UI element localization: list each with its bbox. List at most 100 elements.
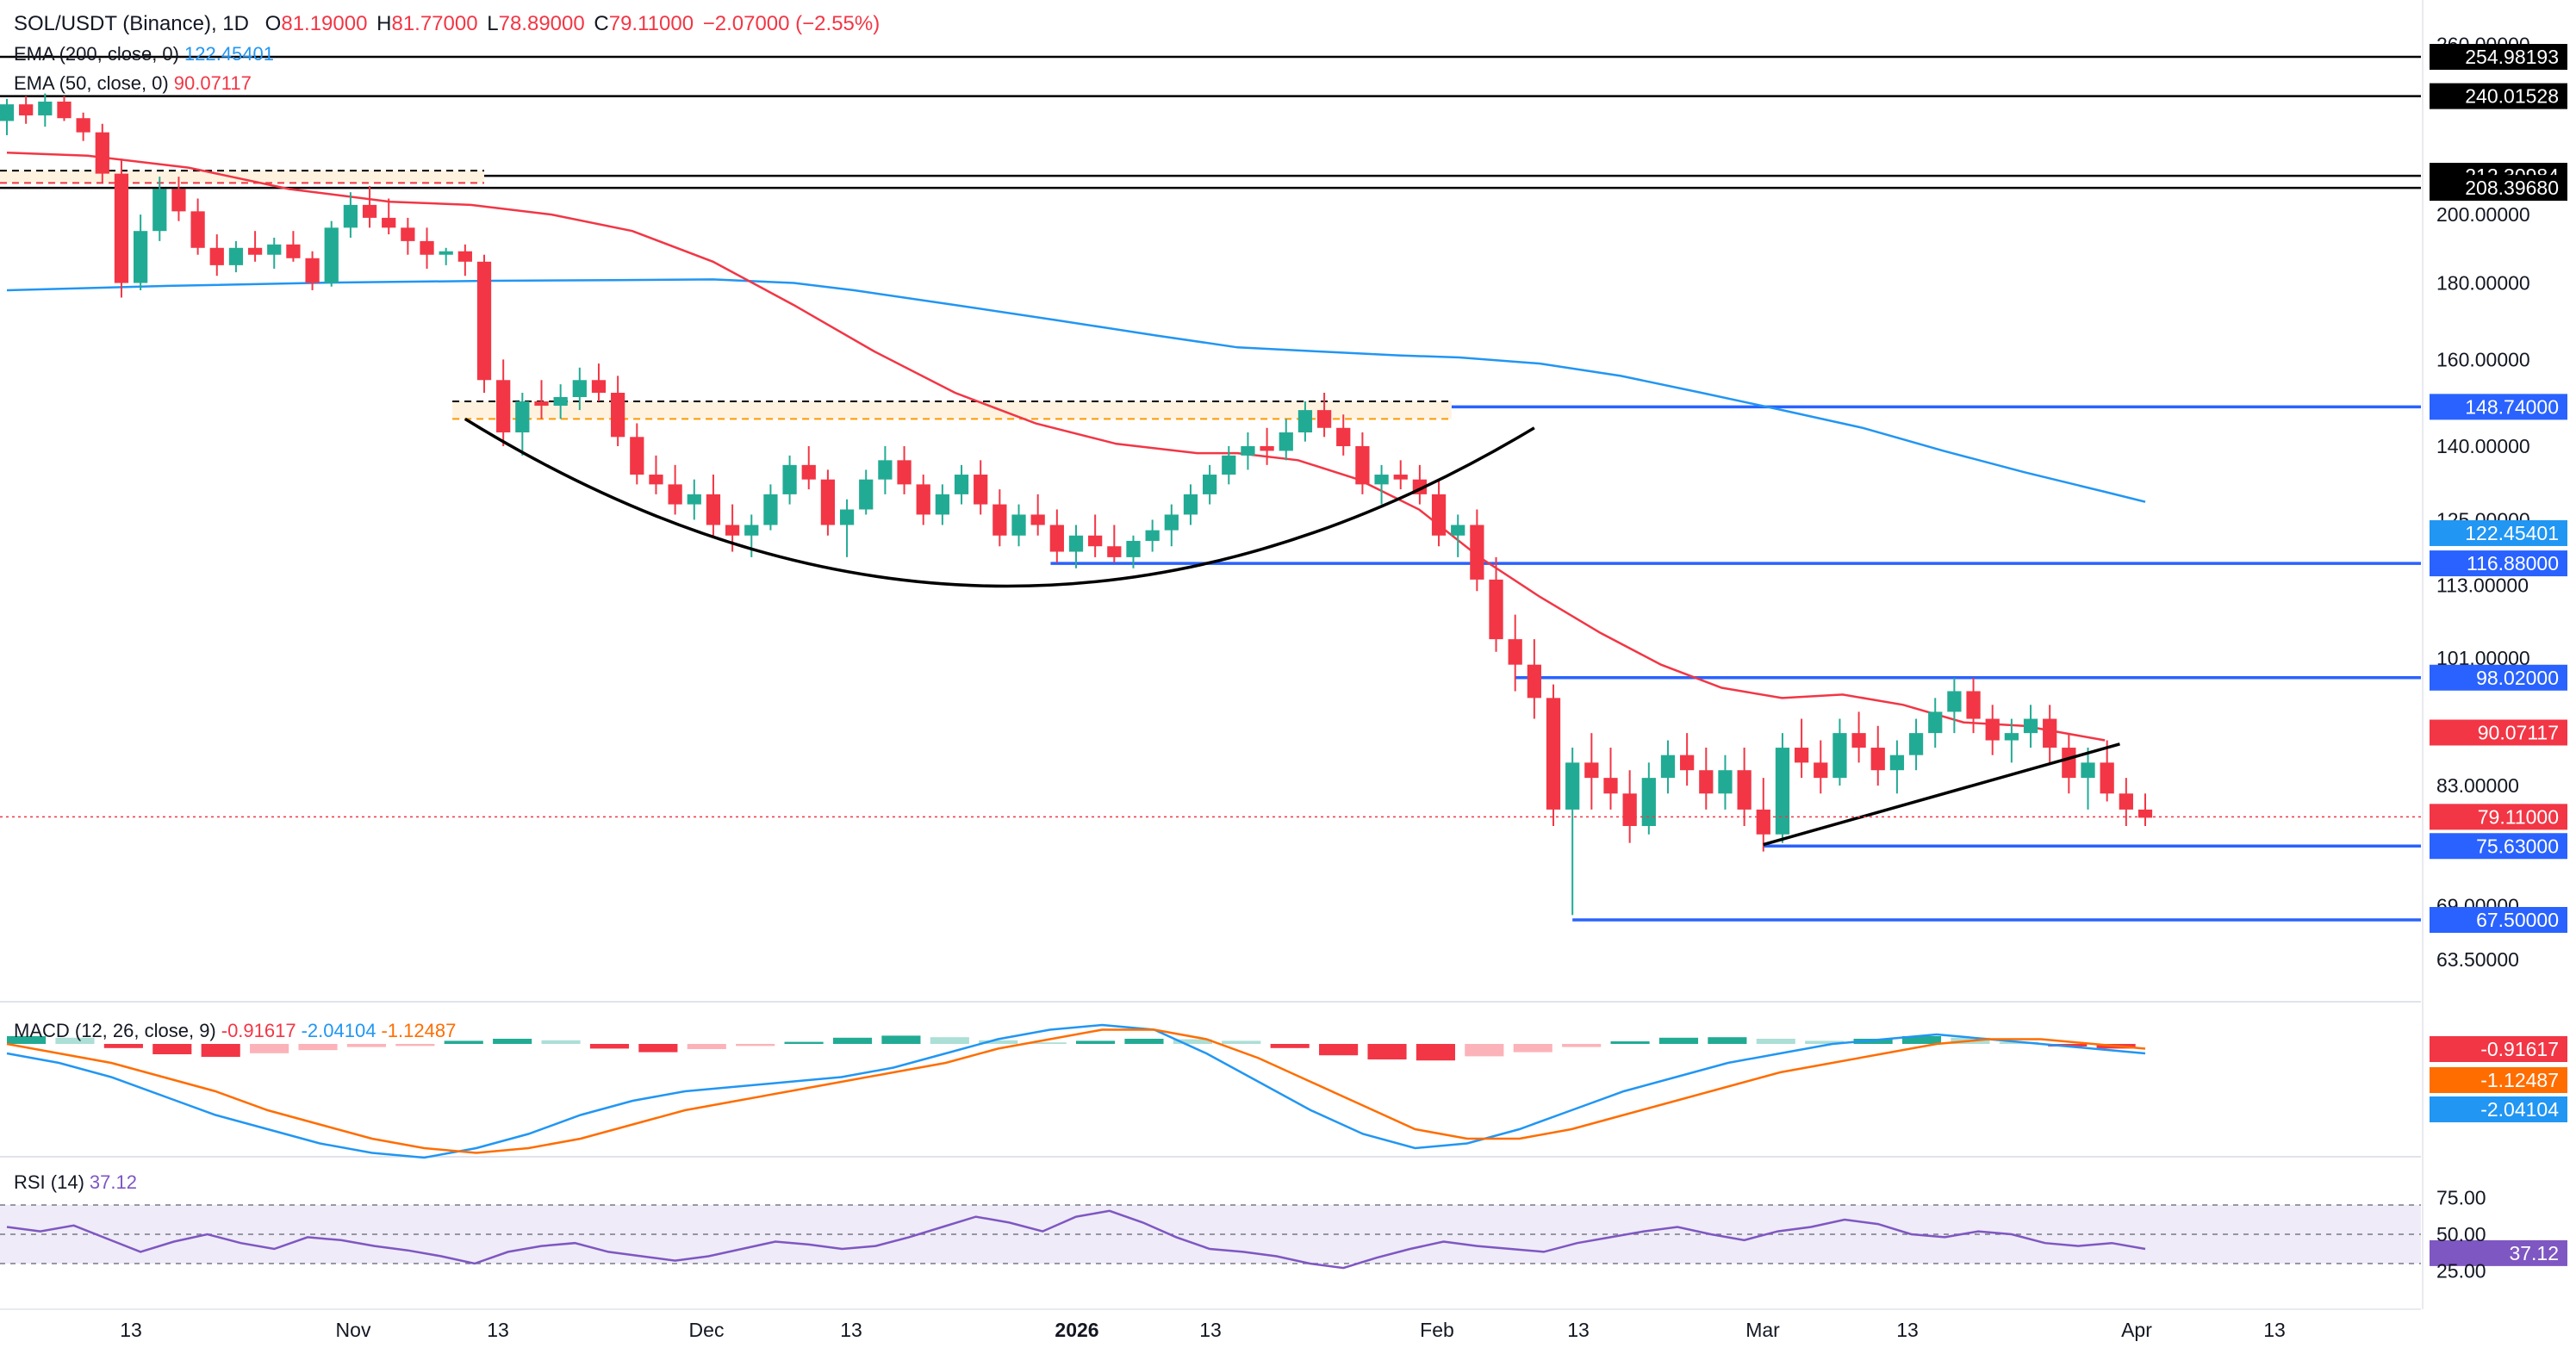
ema200-line — [6, 278, 2146, 503]
ema200-legend[interactable]: EMA (200, close, 0) 122.45401 — [14, 43, 279, 65]
candle-body-105 — [2004, 733, 2019, 741]
candle-body-100 — [1908, 733, 1924, 755]
candle-body-0 — [0, 104, 15, 121]
macd-signal-value: -1.12487 — [381, 1020, 457, 1041]
macd-hist-bar-4 — [201, 1044, 240, 1057]
candle-body-79 — [1508, 639, 1522, 665]
candle-body-8 — [152, 189, 167, 232]
macd-hist-bar-10 — [493, 1039, 532, 1044]
level-badge-6-text: 98.02000 — [2476, 667, 2559, 689]
candle-body-31 — [591, 380, 607, 394]
rsi-pane: 75.00 50.00 25.00 — [0, 1187, 2486, 1283]
macd-hist-bar-14 — [687, 1044, 726, 1049]
candle-body-10 — [190, 211, 205, 248]
rounding-arc — [464, 417, 1535, 588]
candle-body-71 — [1355, 446, 1370, 485]
candle-body-28 — [534, 401, 549, 407]
level-badge-4-text: 148.74000 — [2465, 395, 2559, 418]
macd-hist-bar-27 — [1319, 1044, 1359, 1056]
candle-body-42 — [801, 464, 816, 480]
candle-body-87 — [1660, 755, 1676, 779]
time-tick-11: Apr — [2121, 1319, 2152, 1341]
rsi-tick-0: 75.00 — [2436, 1187, 2486, 1209]
time-tick-12: 13 — [2263, 1319, 2286, 1341]
candle-body-46 — [878, 460, 893, 480]
macd-hist-bar-32 — [1562, 1044, 1602, 1047]
candle-body-98 — [1870, 748, 1885, 771]
rsi-tick-1: 50.00 — [2436, 1223, 2486, 1245]
macd-hist-bar-23 — [1124, 1039, 1164, 1044]
time-tick-0: 13 — [120, 1319, 142, 1341]
macd-hist-bar-20 — [979, 1040, 1018, 1044]
rsi-tick-2: 25.00 — [2436, 1260, 2486, 1283]
macd-hist-bar-42 — [2048, 1044, 2088, 1047]
candle-body-33 — [630, 437, 644, 475]
rsi-legend-value: 37.12 — [89, 1171, 137, 1193]
candle-body-88 — [1680, 755, 1695, 771]
high-label: H — [376, 12, 392, 35]
candle-body-32 — [611, 393, 625, 438]
macd-hist-bar-6 — [298, 1044, 338, 1051]
candle-body-111 — [2119, 793, 2133, 810]
price-badge-2-text: 79.11000 — [2478, 805, 2559, 828]
candle-body-18 — [343, 204, 358, 228]
candle-body-76 — [1451, 525, 1465, 536]
macd-badge-signal-text: -1.12487 — [2480, 1069, 2559, 1091]
ema200-label: EMA (200, close, 0) — [14, 43, 179, 65]
level-badge-6-bg — [2430, 664, 2567, 691]
candle-body-77 — [1470, 525, 1484, 580]
macd-hist-bar-16 — [784, 1041, 824, 1044]
level-badge-7-text: 75.63000 — [2476, 835, 2559, 857]
ema50-line — [6, 152, 2106, 742]
macd-hist-bar-11 — [541, 1040, 581, 1044]
candle-body-83 — [1584, 762, 1599, 779]
ema50-label: EMA (50, close, 0) — [14, 72, 169, 94]
drawings — [0, 417, 2421, 847]
candle-body-6 — [114, 173, 129, 283]
candle-body-82 — [1565, 762, 1580, 810]
candle-body-109 — [2081, 762, 2095, 779]
level-badge-8-text: 67.50000 — [2476, 909, 2559, 931]
candle-body-54 — [1030, 514, 1045, 525]
price-badge-0-bg — [2430, 519, 2567, 546]
high-value: 81.77000 — [391, 12, 478, 35]
candle-body-24 — [457, 251, 472, 262]
candle-body-4 — [76, 118, 90, 133]
candle-body-20 — [382, 217, 396, 228]
macd-legend[interactable]: MACD (12, 26, close, 9) -0.91617 -2.04104-… — [14, 1020, 461, 1042]
level-badge-1-bg — [2430, 83, 2567, 109]
open-label: O — [264, 12, 282, 35]
candle-body-72 — [1374, 475, 1389, 485]
candle-body-9 — [171, 189, 186, 212]
candle-body-51 — [974, 475, 988, 505]
macd-hist-bar-5 — [250, 1044, 289, 1053]
close-label: C — [594, 12, 609, 35]
candle-body-84 — [1603, 778, 1618, 794]
candle-body-41 — [782, 464, 797, 494]
candle-body-5 — [95, 132, 109, 174]
rsi-legend[interactable]: RSI (14) 37.12 — [14, 1171, 142, 1194]
time-axis: 13 Nov 13 Dec 13 2026 13 Feb 13 Mar 13 Apr 13 — [0, 1308, 2421, 1341]
macd-hist-bar-28 — [1367, 1044, 1407, 1059]
candle-body-3 — [57, 101, 72, 119]
level-badge-0-bg — [2430, 44, 2567, 70]
level-badge-3-text: 208.39680 — [2465, 177, 2559, 199]
price-tick-2: 180.00000 — [2436, 272, 2530, 295]
macd-hist-bar-38 — [1853, 1039, 1893, 1044]
candle-body-22 — [420, 240, 434, 255]
candle-body-68 — [1297, 410, 1313, 433]
macd-hist-bar-19 — [930, 1037, 969, 1044]
candle-body-61 — [1164, 514, 1179, 531]
price-tick-8: 83.00000 — [2436, 774, 2519, 797]
rsi-badge-bg — [2430, 1239, 2567, 1266]
candle-body-57 — [1088, 535, 1103, 547]
candle-body-25 — [476, 261, 492, 381]
candle-body-29 — [553, 396, 568, 407]
ema50-legend[interactable]: EMA (50, close, 0) 90.07117 — [14, 72, 257, 95]
time-tick-10: 13 — [1896, 1319, 1919, 1341]
macd-hist-bar-39 — [1901, 1036, 1942, 1044]
candle-body-40 — [763, 494, 778, 525]
candle-body-47 — [897, 460, 912, 485]
candle-body-30 — [572, 380, 587, 397]
